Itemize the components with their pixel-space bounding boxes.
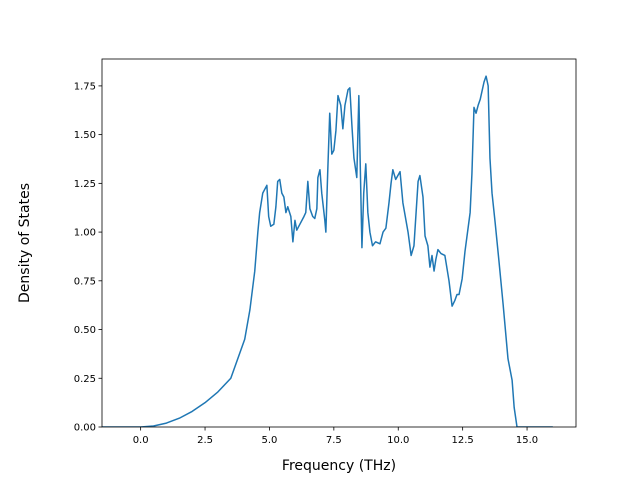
x-tick-label: 0.0 <box>133 435 149 446</box>
y-tick-label: 0.50 <box>74 325 96 336</box>
y-tick-label: 1.50 <box>74 130 96 141</box>
x-tick-label: 10.0 <box>387 435 409 446</box>
x-tick-label: 12.5 <box>452 435 474 446</box>
plot-frame <box>101 58 577 428</box>
x-tick-label: 5.0 <box>261 435 277 446</box>
x-tick-label: 15.0 <box>516 435 538 446</box>
y-axis-label: Density of States <box>17 183 33 303</box>
y-tick-label: 1.25 <box>74 179 96 190</box>
y-tick-label: 0.75 <box>74 276 96 287</box>
x-tick-label: 2.5 <box>197 435 213 446</box>
x-axis-label: Frequency (THz) <box>282 458 396 474</box>
y-tick-label: 0.25 <box>74 374 96 385</box>
y-tick-label: 0.00 <box>74 423 96 434</box>
y-tick-label: 1.00 <box>74 228 96 239</box>
x-tick-label: 7.5 <box>326 435 342 446</box>
y-tick-label: 1.75 <box>74 81 96 92</box>
data-line <box>102 75 553 427</box>
